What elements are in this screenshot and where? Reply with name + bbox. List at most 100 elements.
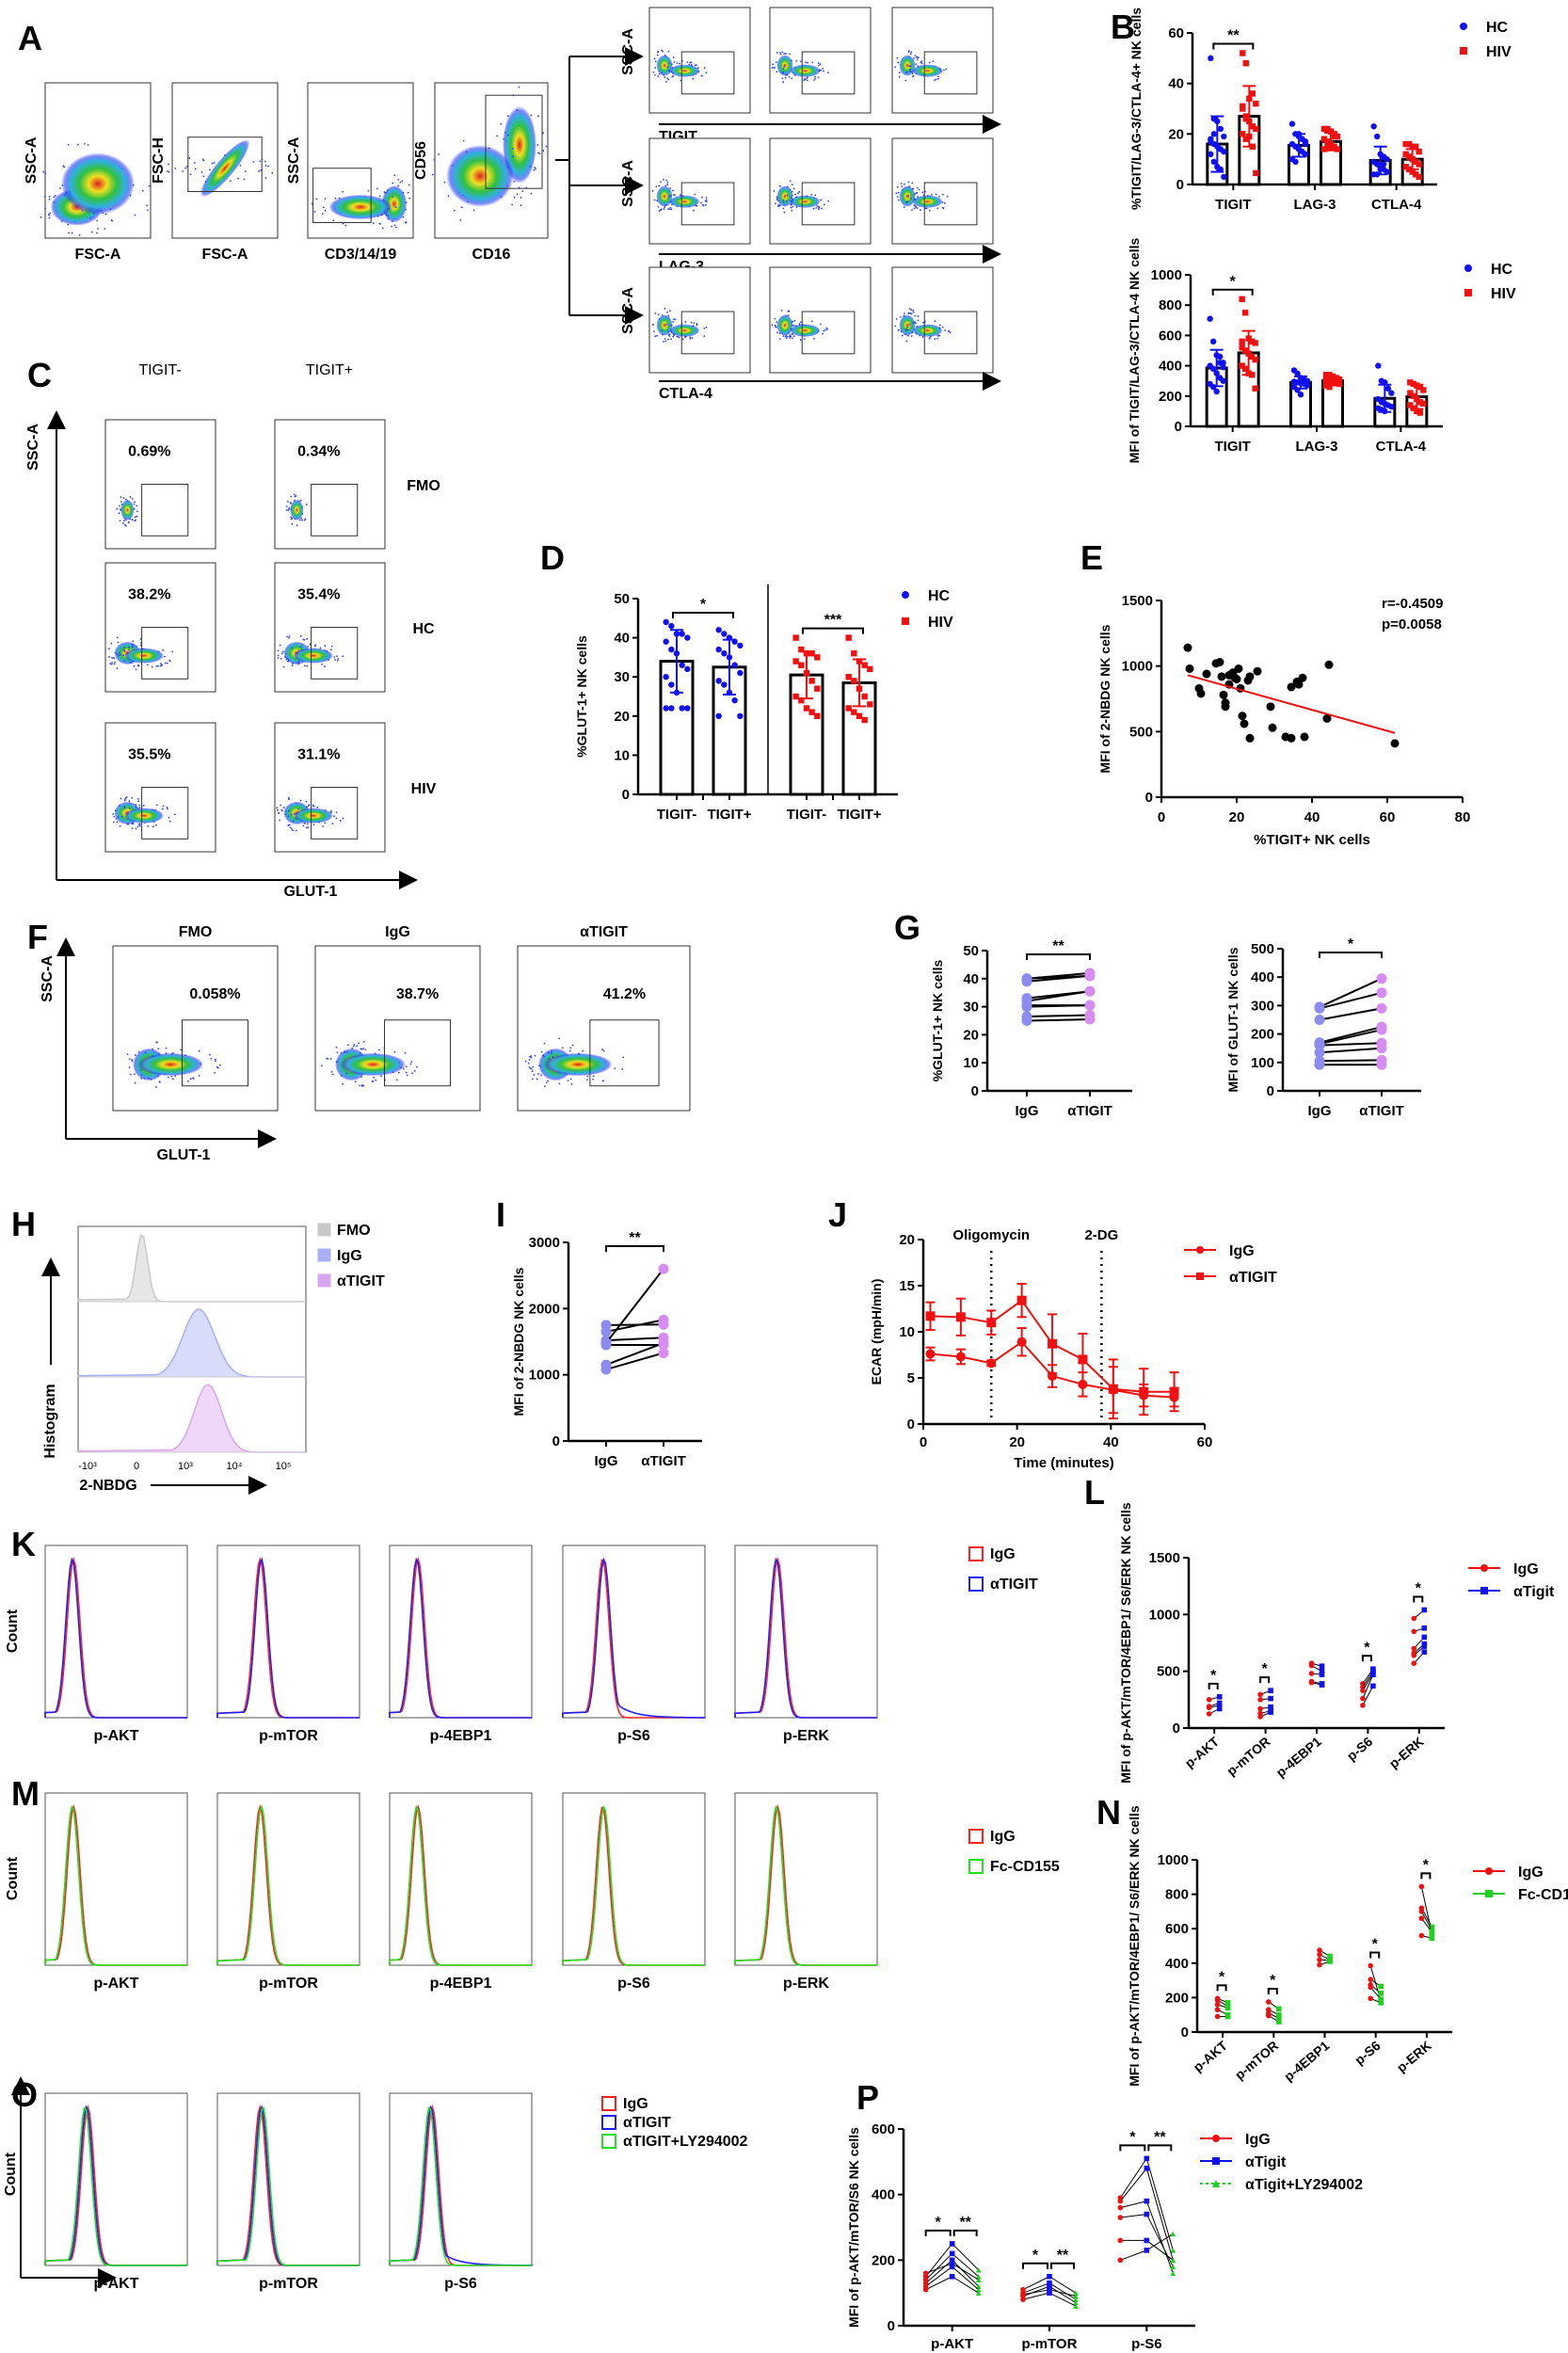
pair-line xyxy=(1120,2214,1147,2218)
data-point xyxy=(1412,143,1419,150)
data-point xyxy=(1317,1957,1322,1962)
data-point xyxy=(1170,2257,1176,2264)
y-tick-label: 0 xyxy=(552,1433,560,1449)
event-dot xyxy=(162,805,165,808)
y-tick-label: 0 xyxy=(1181,2025,1189,2041)
event-dot xyxy=(895,318,898,320)
event-dot xyxy=(289,502,292,504)
legend-swatch xyxy=(317,1248,331,1262)
cell-population xyxy=(912,195,943,208)
significance-bracket xyxy=(1319,952,1383,958)
event-dot xyxy=(936,77,939,80)
event-dot xyxy=(776,321,777,323)
cell-population xyxy=(340,1052,407,1077)
event-dot xyxy=(818,206,820,209)
cell-population xyxy=(656,314,673,336)
event-dot xyxy=(43,195,46,198)
data-point xyxy=(1402,164,1409,170)
event-dot xyxy=(306,637,309,640)
data-point xyxy=(1078,1354,1088,1365)
event-dot xyxy=(131,643,134,646)
event-dot xyxy=(524,1060,527,1063)
legend-marker xyxy=(1480,1564,1488,1572)
event-dot xyxy=(62,165,65,168)
event-dot xyxy=(916,56,918,59)
event-dot xyxy=(296,808,299,810)
gate xyxy=(311,627,359,680)
flow-plot: 0.058% xyxy=(112,945,279,1112)
x-axis-label: p-mTOR xyxy=(259,1728,318,1744)
event-dot xyxy=(782,199,785,201)
histogram-frame xyxy=(44,1545,188,1719)
event-dot xyxy=(657,51,659,54)
event-dot xyxy=(911,209,913,212)
data-point xyxy=(1368,1995,1373,2002)
data-point xyxy=(737,712,744,719)
pair-line xyxy=(1420,1911,1432,1931)
event-dot xyxy=(896,56,899,59)
event-dot xyxy=(657,206,660,208)
event-dot xyxy=(527,1062,530,1064)
event-dot xyxy=(120,496,122,499)
event-dot xyxy=(161,664,164,666)
event-dot xyxy=(327,1058,329,1060)
event-dot xyxy=(214,1058,216,1061)
event-dot xyxy=(393,174,396,177)
event-dot xyxy=(654,67,657,69)
data-point xyxy=(721,681,728,688)
event-dot xyxy=(520,197,522,199)
event-dot xyxy=(335,811,338,814)
event-dot xyxy=(168,163,169,166)
data-point xyxy=(1209,365,1217,373)
significance-label: * xyxy=(1372,1937,1379,1953)
legend-marker xyxy=(902,617,909,625)
event-dot xyxy=(569,1078,572,1080)
data-point xyxy=(1276,2019,1282,2025)
event-dot xyxy=(44,172,47,175)
event-dot xyxy=(152,825,154,828)
event-dot xyxy=(520,204,522,207)
event-dot xyxy=(825,327,828,329)
data-point xyxy=(1376,1002,1387,1014)
event-dot xyxy=(213,162,216,164)
event-dot xyxy=(692,209,695,212)
event-dot xyxy=(904,333,906,336)
data-point xyxy=(1208,138,1214,145)
event-dot xyxy=(822,332,824,335)
data-point xyxy=(798,662,805,668)
significance-label: ** xyxy=(1154,2129,1166,2145)
stat-annotation: p=0.0058 xyxy=(1382,616,1442,632)
data-point xyxy=(1021,976,1032,987)
event-dot xyxy=(788,75,791,78)
data-point xyxy=(1333,375,1339,381)
cell-population xyxy=(790,324,821,337)
event-dot xyxy=(814,194,817,197)
event-dot xyxy=(314,644,317,647)
y-axis-label: SSC-A xyxy=(24,136,40,184)
histogram-frame xyxy=(44,2092,188,2266)
event-dot xyxy=(661,49,663,52)
event-dot xyxy=(504,131,506,134)
data-point xyxy=(658,1263,669,1274)
event-dot xyxy=(320,1064,323,1067)
pair-line xyxy=(1319,991,1383,1010)
event-dot xyxy=(142,804,145,807)
data-point xyxy=(1241,347,1249,354)
event-dot xyxy=(906,200,909,203)
event-dot xyxy=(664,76,666,78)
event-dot xyxy=(531,1070,534,1073)
event-dot xyxy=(511,203,513,206)
tick-label: 10³ xyxy=(178,1461,193,1472)
y-axis-title: MFI of 2-NBDG NK cells xyxy=(1097,624,1112,773)
data-point xyxy=(1249,90,1256,97)
legend-label: HC xyxy=(928,588,951,604)
event-dot xyxy=(124,523,126,526)
event-dot xyxy=(122,522,124,524)
event-dot xyxy=(530,1067,533,1070)
panel-letter: G xyxy=(894,908,921,947)
event-dot xyxy=(131,1059,134,1061)
event-dot xyxy=(781,51,784,54)
data-point xyxy=(1242,136,1250,142)
event-dot xyxy=(814,77,817,80)
